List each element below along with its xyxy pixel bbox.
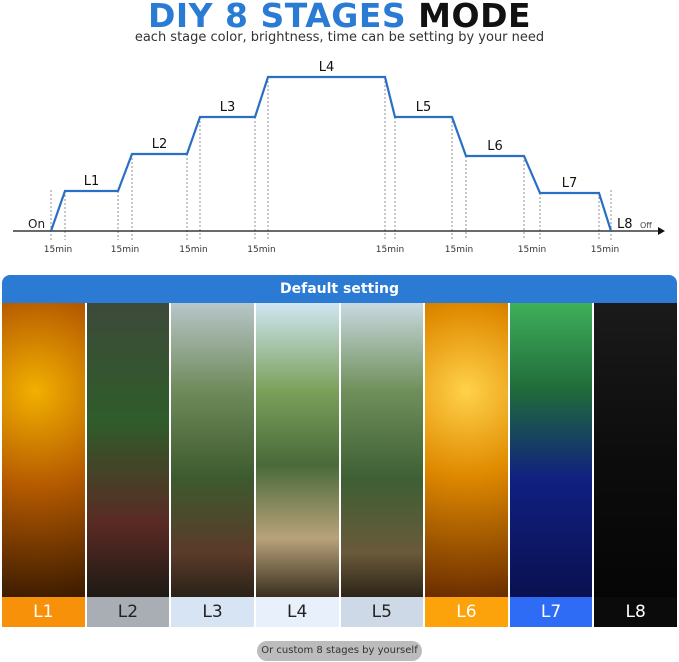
stage-panel-label: L7 [509,597,593,627]
stage-label: L7 [562,176,578,191]
stage-panel-label: L4 [255,597,339,627]
stage-panel-label: L3 [171,597,254,627]
duration-label: 15min [591,245,619,255]
stage-panel-l8: L8 [594,303,677,627]
stage-panel-l5: L5 [340,303,424,627]
custom-stages-note: Or custom 8 stages by yourself [257,641,422,661]
stage-label: L1 [84,174,100,189]
aquarium-image [425,303,508,597]
aquarium-image [171,303,254,597]
l8-label: L8 [617,217,633,232]
stage-label: L6 [487,139,503,154]
stages-diagram: L1 L2 L3 L4 L5 L6 L7 15min 15min 15min 15min 15min 1… [13,60,665,255]
aquarium-image [86,303,170,597]
stage-panel-l1: L1 [2,303,85,627]
stage-label: L2 [152,137,168,152]
default-setting-banner: Default setting [2,275,677,303]
aquarium-image [340,303,424,597]
stage-panel-l7: L7 [509,303,593,627]
subtitle: each stage color, brightness, time can b… [134,30,545,45]
stage-panel-l6: L6 [425,303,508,627]
brightness-line [49,75,613,232]
duration-label: 15min [376,245,404,255]
axis-arrow-icon [658,227,665,235]
duration-label: 15min [111,245,139,255]
stage-panel-l3: L3 [171,303,254,627]
stage-panel-label: L2 [86,597,170,627]
aquarium-image [2,303,85,597]
title-rest: MODE [418,0,531,35]
stage-panel-label: L8 [594,597,677,627]
stage-panels: L1 L2 L3 L4 L5 L6 L7 L8 [2,303,677,627]
duration-label: 15min [518,245,546,255]
duration-label: 15min [44,245,72,255]
duration-label: 15min [179,245,207,255]
stage-label: L4 [319,60,335,75]
stage-panel-label: L5 [340,597,424,627]
aquarium-image [255,303,339,597]
stage-panel-l2: L2 [86,303,170,627]
stage-panel-l4: L4 [255,303,339,627]
duration-label: 15min [247,245,275,255]
aquarium-image [594,303,677,597]
title-highlight: DIY 8 STAGES [148,0,407,35]
stage-label: L5 [416,100,432,115]
off-label: Off [640,221,652,230]
stage-panel-label: L1 [2,597,85,627]
duration-label: 15min [445,245,473,255]
stage-panel-label: L6 [425,597,508,627]
on-label: On [28,217,45,231]
aquarium-image [509,303,593,597]
page-title: DIY 8 STAGES MODE [0,0,679,35]
stage-label: L3 [220,100,236,115]
